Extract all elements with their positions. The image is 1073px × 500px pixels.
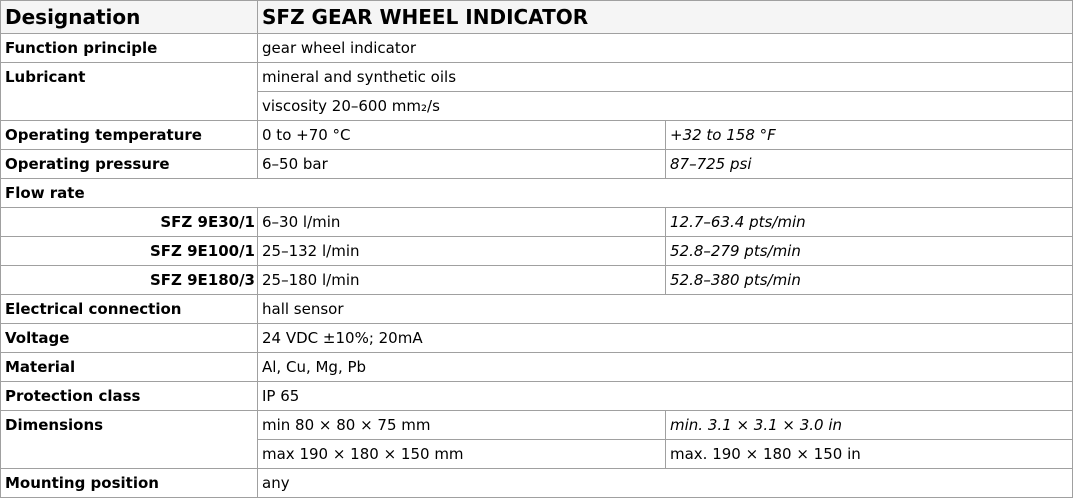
label-cell: Dimensions bbox=[0, 410, 258, 469]
cell: any bbox=[257, 468, 1073, 498]
cell: 52.8–380 pts/min bbox=[665, 265, 1073, 295]
cell: 52.8–279 pts/min bbox=[665, 236, 1073, 266]
row: Flow rate bbox=[0, 178, 1073, 208]
cell: 0 to +70 °C bbox=[257, 120, 666, 150]
label-cell: Electrical connection bbox=[0, 294, 258, 324]
label-cell: SFZ 9E180/3 bbox=[0, 265, 258, 295]
row: Voltage 24 VDC ±10%; 20mA bbox=[0, 323, 1073, 353]
cell: viscosity 20–600 mm₂/s bbox=[257, 91, 1073, 121]
header-cell: SFZ GEAR WHEEL INDICATOR bbox=[257, 0, 1073, 34]
header-row: Designation SFZ GEAR WHEEL INDICATOR bbox=[0, 0, 1073, 34]
cell: gear wheel indicator bbox=[257, 33, 1073, 63]
label-cell: Voltage bbox=[0, 323, 258, 353]
row: SFZ 9E180/3 25–180 l/min 52.8–380 pts/mi… bbox=[0, 265, 1073, 295]
row: Material Al, Cu, Mg, Pb bbox=[0, 352, 1073, 382]
label-cell: Function principle bbox=[0, 33, 258, 63]
row: viscosity 20–600 mm₂/s bbox=[1, 91, 1073, 121]
cell: mineral and synthetic oils bbox=[257, 62, 1073, 92]
cell: 6–30 l/min bbox=[257, 207, 666, 237]
cell: 87–725 psi bbox=[665, 149, 1073, 179]
label-cell: Mounting position bbox=[0, 468, 258, 498]
label-cell: SFZ 9E30/1 bbox=[0, 207, 258, 237]
label-cell: Flow rate bbox=[0, 178, 1073, 208]
cell: min 80 × 80 × 75 mm bbox=[257, 410, 666, 440]
cell: max 190 × 180 × 150 mm bbox=[257, 439, 666, 469]
row: Function principle gear wheel indicator bbox=[0, 33, 1073, 63]
cell: IP 65 bbox=[257, 381, 1073, 411]
header-cell: Designation bbox=[0, 0, 258, 34]
cell: min. 3.1 × 3.1 × 3.0 in bbox=[665, 410, 1073, 440]
label-cell: Operating temperature bbox=[0, 120, 258, 150]
row: Dimensions min 80 × 80 × 75 mm min. 3.1 … bbox=[0, 410, 1073, 469]
cell: Al, Cu, Mg, Pb bbox=[257, 352, 1073, 382]
label-cell: Lubricant bbox=[0, 62, 258, 121]
row: Operating pressure 6–50 bar 87–725 psi bbox=[0, 149, 1073, 179]
cell: 25–132 l/min bbox=[257, 236, 666, 266]
row: Operating temperature 0 to +70 °C +32 to… bbox=[0, 120, 1073, 150]
row: SFZ 9E100/1 25–132 l/min 52.8–279 pts/mi… bbox=[0, 236, 1073, 266]
label-cell: Operating pressure bbox=[0, 149, 258, 179]
label-cell: SFZ 9E100/1 bbox=[0, 236, 258, 266]
label-cell: Material bbox=[0, 352, 258, 382]
row: Lubricant mineral and synthetic oils bbox=[0, 62, 1073, 121]
row: max 190 × 180 × 150 mm max. 190 × 180 × … bbox=[1, 439, 1073, 469]
cell: max. 190 × 180 × 150 in bbox=[665, 439, 1073, 469]
cell: +32 to 158 °F bbox=[665, 120, 1073, 150]
cell: hall sensor bbox=[257, 294, 1073, 324]
cell: 6–50 bar bbox=[257, 149, 666, 179]
row: Protection class IP 65 bbox=[0, 381, 1073, 411]
cell: 24 VDC ±10%; 20mA bbox=[257, 323, 1073, 353]
row: Electrical connection hall sensor bbox=[0, 294, 1073, 324]
cell: 25–180 l/min bbox=[257, 265, 666, 295]
cell: 12.7–63.4 pts/min bbox=[665, 207, 1073, 237]
row: SFZ 9E30/1 6–30 l/min 12.7–63.4 pts/min bbox=[0, 207, 1073, 237]
row: Mounting position any bbox=[0, 468, 1073, 498]
label-cell: Protection class bbox=[0, 381, 258, 411]
